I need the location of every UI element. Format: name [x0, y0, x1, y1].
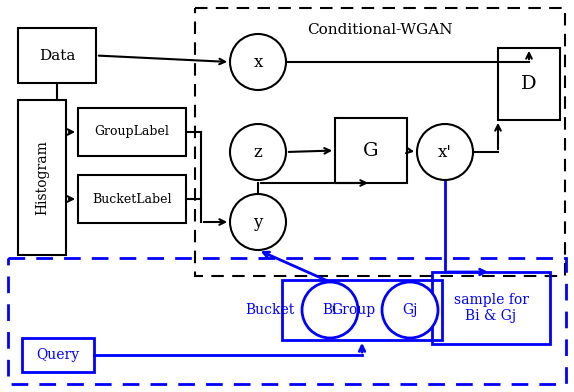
Text: y: y — [253, 214, 263, 230]
Text: Bucket: Bucket — [246, 303, 295, 317]
Text: Group: Group — [331, 303, 375, 317]
Text: BucketLabel: BucketLabel — [92, 192, 172, 205]
Text: Data: Data — [39, 49, 75, 62]
Bar — [8, 258, 566, 384]
Bar — [18, 28, 96, 83]
Text: sample for
Bi & Gj: sample for Bi & Gj — [453, 293, 529, 323]
Text: Histogram: Histogram — [35, 140, 49, 215]
Text: x: x — [253, 53, 263, 71]
Bar — [195, 8, 565, 276]
Text: D: D — [521, 75, 537, 93]
Text: Gj: Gj — [402, 303, 418, 317]
Bar — [282, 280, 442, 340]
Circle shape — [382, 282, 438, 338]
Text: Bi: Bi — [323, 303, 338, 317]
Bar — [78, 175, 186, 223]
Text: Conditional-WGAN: Conditional-WGAN — [307, 23, 453, 37]
Text: GroupLabel: GroupLabel — [95, 125, 169, 138]
Circle shape — [230, 194, 286, 250]
Bar — [498, 48, 560, 120]
Text: x': x' — [438, 143, 452, 160]
Bar — [22, 338, 94, 372]
Circle shape — [230, 124, 286, 180]
Circle shape — [302, 282, 358, 338]
Bar — [78, 108, 186, 156]
Text: z: z — [254, 143, 262, 160]
Bar — [335, 118, 407, 183]
Text: Query: Query — [36, 348, 80, 362]
Bar — [18, 100, 66, 255]
Circle shape — [230, 34, 286, 90]
Circle shape — [417, 124, 473, 180]
Text: G: G — [363, 142, 379, 160]
Bar — [432, 272, 550, 344]
